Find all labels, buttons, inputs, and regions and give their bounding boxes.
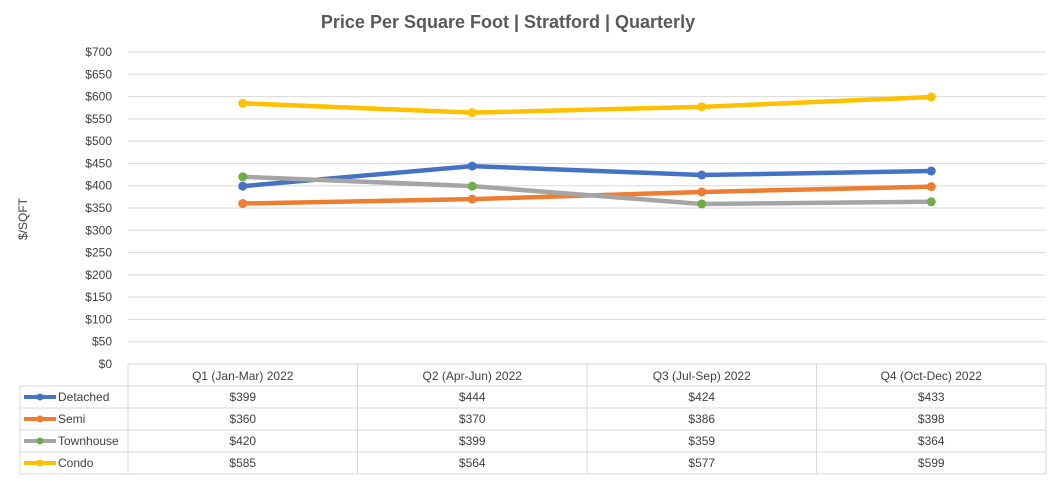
x-category-label: Q4 (Oct-Dec) 2022 bbox=[881, 369, 983, 383]
y-tick-label: $550 bbox=[85, 112, 112, 126]
table-cell: $398 bbox=[918, 412, 945, 426]
legend-marker-condo bbox=[36, 459, 44, 467]
chart-title: Price Per Square Foot | Stratford | Quar… bbox=[321, 12, 695, 32]
data-point-detached bbox=[467, 161, 477, 171]
y-tick-label: $200 bbox=[85, 268, 112, 282]
data-point-semi bbox=[926, 182, 936, 192]
table-cell: $420 bbox=[229, 434, 256, 448]
legend-label-townhouse: Townhouse bbox=[58, 434, 119, 448]
y-axis-ticks: $0 $50 $100 $150 $200 $250 $300 $350 $400 $450 $50… bbox=[85, 45, 112, 371]
legend-label-condo: Condo bbox=[58, 456, 94, 470]
legend-label-semi: Semi bbox=[58, 412, 85, 426]
y-tick-label: $350 bbox=[85, 201, 112, 215]
table-cell: $564 bbox=[459, 456, 486, 470]
data-point-townhouse bbox=[238, 172, 248, 182]
data-table: Q1 (Jan-Mar) 2022 Q2 (Apr-Jun) 2022 Q3 (Ju… bbox=[19, 363, 1047, 475]
y-axis-label: $/SQFT bbox=[16, 197, 30, 240]
x-category-label: Q2 (Apr-Jun) 2022 bbox=[423, 369, 523, 383]
table-cell: $359 bbox=[688, 434, 715, 448]
table-cell: $399 bbox=[459, 434, 486, 448]
data-point-semi bbox=[697, 187, 707, 197]
data-point-detached bbox=[238, 181, 248, 191]
series-lines bbox=[238, 92, 936, 209]
data-point-detached bbox=[697, 170, 707, 180]
table-cell: $599 bbox=[918, 456, 945, 470]
y-tick-label: $300 bbox=[85, 223, 112, 237]
y-tick-label: $500 bbox=[85, 134, 112, 148]
table-cell: $364 bbox=[918, 434, 945, 448]
y-tick-label: $450 bbox=[85, 156, 112, 170]
table-cell: $399 bbox=[229, 390, 256, 404]
data-point-townhouse bbox=[697, 199, 707, 209]
data-point-semi bbox=[467, 194, 477, 204]
legend-marker-townhouse bbox=[36, 437, 44, 445]
data-point-detached bbox=[926, 166, 936, 176]
y-tick-label: $100 bbox=[85, 312, 112, 326]
legend-marker-detached bbox=[36, 393, 44, 401]
data-point-condo bbox=[467, 108, 477, 118]
series-line-townhouse bbox=[240, 174, 934, 207]
table-cell: $585 bbox=[229, 456, 256, 470]
data-point-condo bbox=[238, 98, 248, 108]
y-tick-label: $600 bbox=[85, 90, 112, 104]
y-tick-label: $0 bbox=[99, 357, 113, 371]
table-cell: $577 bbox=[688, 456, 715, 470]
y-tick-label: $250 bbox=[85, 246, 112, 260]
table-cell: $370 bbox=[459, 412, 486, 426]
table-cell: $444 bbox=[459, 390, 486, 404]
y-tick-label: $150 bbox=[85, 290, 112, 304]
series-line-condo bbox=[240, 94, 934, 115]
table-cell: $360 bbox=[229, 412, 256, 426]
table-cell: $424 bbox=[688, 390, 715, 404]
x-category-label: Q3 (Jul-Sep) 2022 bbox=[653, 369, 751, 383]
data-point-condo bbox=[926, 92, 936, 102]
table-cell: $433 bbox=[918, 390, 945, 404]
data-point-townhouse bbox=[926, 197, 936, 207]
y-tick-label: $50 bbox=[92, 335, 112, 349]
legend-marker-semi bbox=[36, 415, 44, 423]
table-cell: $386 bbox=[688, 412, 715, 426]
y-tick-label: $700 bbox=[85, 45, 112, 59]
y-tick-label: $650 bbox=[85, 67, 112, 81]
data-point-condo bbox=[697, 102, 707, 112]
legend-label-detached: Detached bbox=[58, 390, 109, 404]
data-point-semi bbox=[238, 199, 248, 209]
x-category-label: Q1 (Jan-Mar) 2022 bbox=[192, 369, 294, 383]
y-tick-label: $400 bbox=[85, 179, 112, 193]
data-point-townhouse bbox=[467, 181, 477, 191]
series-line-detached bbox=[240, 163, 934, 189]
